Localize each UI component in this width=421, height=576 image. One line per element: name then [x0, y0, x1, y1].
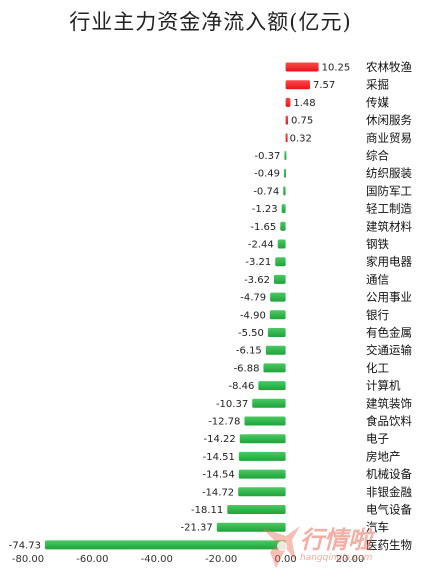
- category-label-7: 国防军工: [366, 184, 412, 198]
- category-label-16: 交通运输: [366, 343, 412, 357]
- category-label-27: 医药生物: [366, 538, 412, 552]
- x-tick-label-2: -40.00: [141, 554, 173, 565]
- category-label-17: 化工: [366, 361, 389, 375]
- bar-2: [285, 97, 291, 107]
- category-label-3: 休闲服务: [366, 113, 412, 127]
- bar-4: [285, 133, 288, 143]
- category-label-23: 机械设备: [366, 467, 412, 481]
- bar-6: [284, 168, 287, 178]
- category-label-12: 通信: [366, 272, 389, 286]
- x-tick-label-4: 0.00: [274, 554, 296, 565]
- category-label-26: 汽车: [366, 520, 389, 534]
- category-label-10: 钢铁: [366, 237, 389, 251]
- value-label-13: -4.79: [240, 293, 266, 304]
- x-tick-label-3: -20.00: [205, 554, 237, 565]
- category-label-21: 电子: [366, 432, 389, 446]
- logo-mark-icon: [262, 526, 300, 568]
- value-label-16: -6.15: [236, 346, 262, 357]
- bar-1: [285, 80, 310, 90]
- value-label-21: -14.22: [204, 434, 236, 445]
- value-label-22: -14.51: [203, 452, 235, 463]
- category-label-18: 计算机: [366, 379, 401, 393]
- x-tick-label-1: -60.00: [76, 554, 108, 565]
- category-label-4: 商业贸易: [366, 131, 412, 145]
- bar-9: [280, 221, 286, 231]
- value-label-26: -21.37: [181, 523, 213, 534]
- bar-8: [281, 204, 286, 214]
- bar-18: [258, 381, 286, 391]
- value-label-3: 0.75: [291, 116, 313, 127]
- value-label-5: -0.37: [255, 151, 281, 162]
- category-label-6: 纺织服装: [366, 166, 412, 180]
- bar-3: [285, 115, 289, 125]
- value-label-18: -8.46: [228, 381, 254, 392]
- value-label-0: 10.25: [322, 63, 351, 74]
- bar-10: [277, 239, 286, 249]
- bar-22: [238, 451, 286, 461]
- value-label-1: 7.57: [313, 80, 335, 91]
- value-label-4: 0.32: [290, 133, 312, 144]
- category-label-0: 农林牧渔: [366, 60, 412, 74]
- category-label-1: 采掘: [366, 78, 389, 92]
- value-label-10: -2.44: [248, 240, 274, 251]
- value-label-27: -74.73: [9, 540, 41, 551]
- value-label-9: -1.65: [250, 222, 276, 233]
- bar-17: [263, 363, 286, 373]
- value-label-23: -14.54: [203, 470, 235, 481]
- bar-20: [244, 416, 286, 426]
- value-label-8: -1.23: [252, 204, 278, 215]
- value-label-24: -14.72: [202, 487, 234, 498]
- category-label-2: 传媒: [366, 95, 389, 109]
- bar-12: [273, 274, 286, 284]
- bar-27: [44, 540, 286, 550]
- watermark-text: 行情啦: [300, 526, 372, 554]
- bar-14: [269, 310, 286, 320]
- bar-11: [275, 257, 286, 267]
- category-label-9: 建筑材料: [366, 219, 412, 233]
- value-label-2: 1.48: [293, 98, 315, 109]
- value-label-17: -6.88: [234, 363, 260, 374]
- category-label-8: 轻工制造: [366, 202, 412, 216]
- category-label-19: 建筑装饰: [366, 396, 412, 410]
- bar-13: [270, 292, 286, 302]
- bar-7: [283, 186, 286, 196]
- category-label-22: 房地产: [366, 449, 401, 463]
- bar-16: [265, 345, 286, 355]
- value-label-14: -4.90: [240, 310, 266, 321]
- bar-26: [216, 522, 286, 532]
- value-label-15: -5.50: [238, 328, 264, 339]
- bar-23: [238, 469, 286, 479]
- chart-title: 行业主力资金净流入额(亿元): [69, 10, 352, 34]
- category-label-25: 电气设备: [366, 503, 412, 517]
- category-label-14: 银行: [366, 308, 389, 322]
- bar-15: [267, 328, 286, 337]
- bar-5: [284, 151, 287, 160]
- value-label-7: -0.74: [253, 186, 279, 197]
- value-label-6: -0.49: [254, 169, 280, 180]
- x-tick-label-0: -80.00: [12, 554, 44, 565]
- category-label-13: 公用事业: [366, 290, 412, 304]
- value-label-25: -18.11: [191, 505, 223, 516]
- bar-19: [252, 398, 286, 408]
- category-label-11: 家用电器: [366, 255, 412, 269]
- value-label-12: -3.62: [244, 275, 270, 286]
- x-tick-label-5: 20.00: [336, 554, 365, 565]
- bar-25: [227, 505, 286, 514]
- category-label-24: 非银金融: [366, 485, 412, 499]
- value-label-20: -12.78: [208, 417, 240, 428]
- bar-0: [285, 62, 319, 72]
- value-label-19: -10.37: [216, 399, 248, 410]
- category-label-20: 食品饮料: [366, 414, 412, 428]
- watermark-url: hangqingla.com: [300, 553, 373, 563]
- category-label-5: 综合: [366, 149, 389, 163]
- bar-21: [239, 434, 286, 444]
- category-label-15: 有色金属: [366, 326, 412, 340]
- bar-24: [238, 487, 286, 497]
- value-label-11: -3.21: [245, 257, 271, 268]
